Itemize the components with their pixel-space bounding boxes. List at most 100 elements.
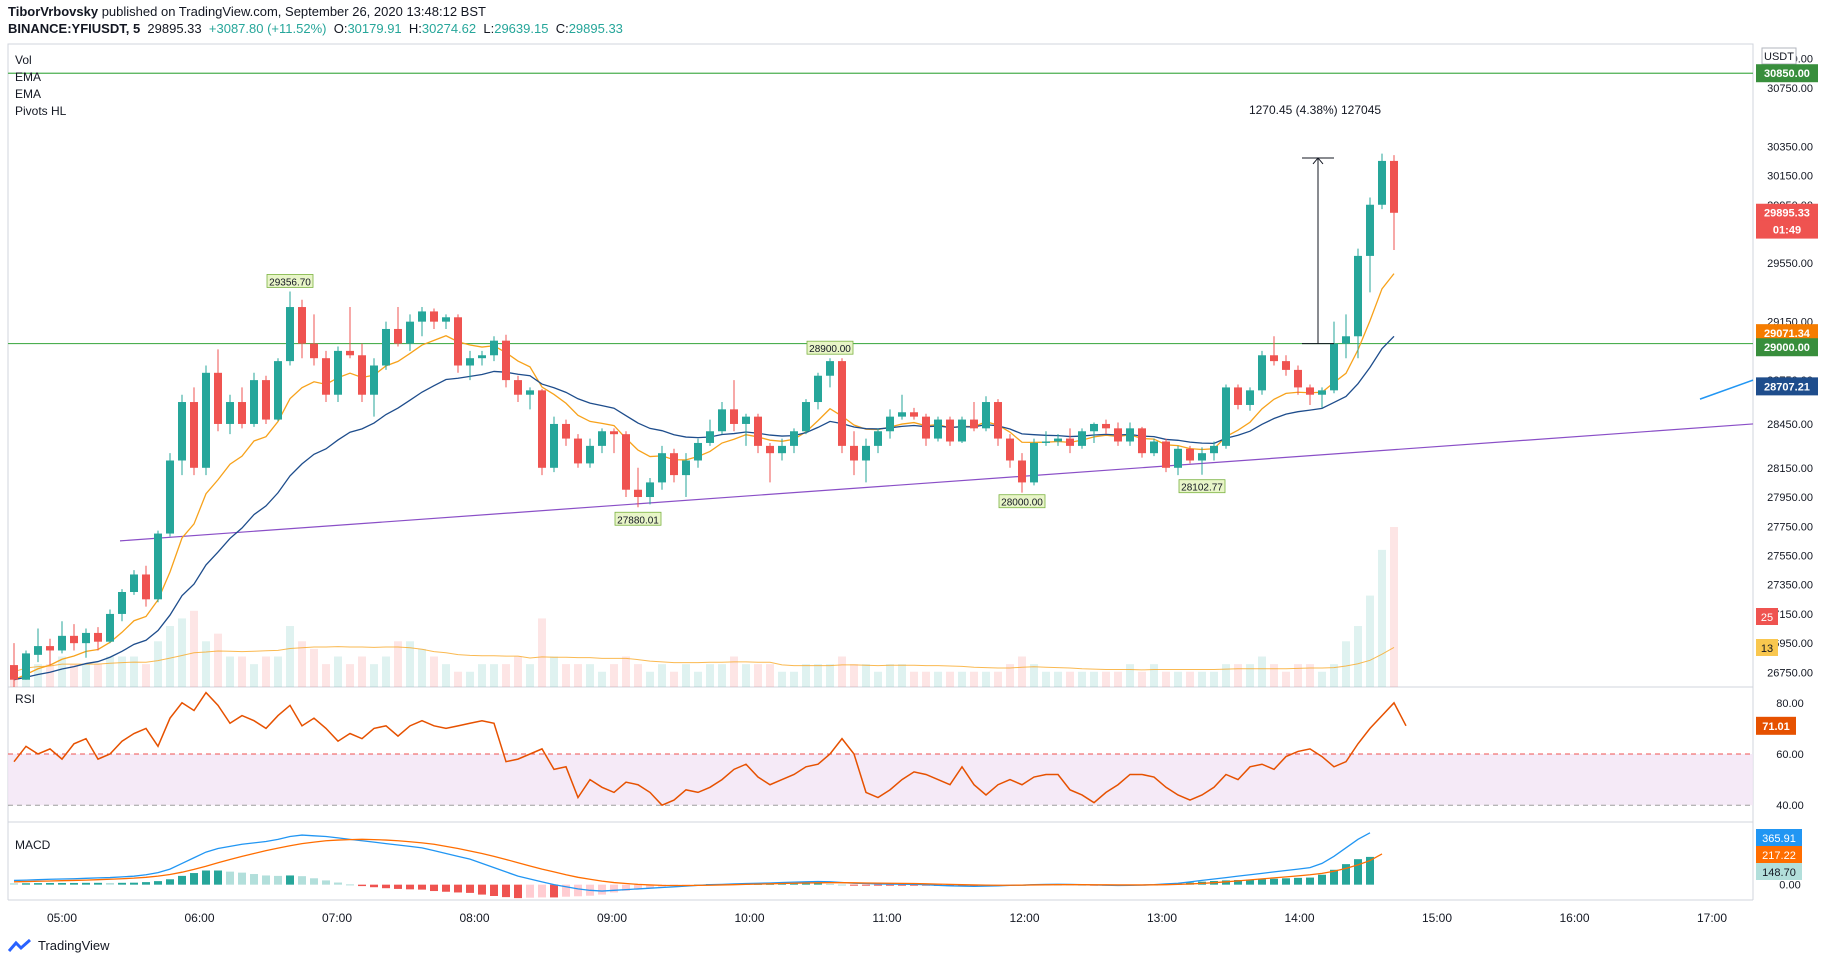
candle (82, 628, 90, 658)
rsi-tick: 40.00 (1776, 800, 1804, 812)
candle-body (1150, 441, 1158, 454)
volume-bar (814, 664, 822, 687)
candle-body (802, 402, 810, 432)
candle-body (874, 431, 882, 446)
published-text: published on TradingView.com, September … (101, 4, 486, 19)
candle (802, 399, 810, 435)
macd-hist-bar (1270, 878, 1278, 885)
volume-bar (802, 664, 810, 687)
macd-hist-bar (82, 882, 90, 885)
volume-bar (1018, 656, 1026, 687)
volume-bar (994, 671, 1002, 687)
macd-hist-bar (154, 881, 162, 885)
candle-body (946, 419, 954, 442)
volume-bar (118, 656, 126, 687)
volume-bar (1354, 626, 1362, 687)
trend-line (119, 423, 1754, 542)
volume-bar (1258, 656, 1266, 687)
support-badge: 29000.00 (1756, 338, 1818, 357)
candle-body (1102, 423, 1110, 429)
volume-bar (394, 641, 402, 687)
macd-hist-bar (286, 875, 294, 885)
price-chart[interactable]: 29356.70 28900.00 27880.01 28000.00 28102.77… (0, 0, 1828, 930)
candle (1210, 441, 1218, 461)
candle-body (586, 445, 594, 464)
candle-body (1294, 369, 1302, 388)
candle (742, 413, 750, 446)
macd-hist-bar (502, 884, 510, 898)
candle (754, 413, 762, 454)
macd-hist-bar (550, 884, 558, 898)
candle (850, 431, 858, 476)
volume-bar (466, 671, 474, 687)
candle-body (1186, 448, 1194, 461)
volume-bar (742, 664, 750, 687)
macd-hist-bar (514, 884, 522, 899)
volume-bar (454, 671, 462, 687)
volume-bar (790, 671, 798, 687)
candle-body (1306, 387, 1314, 395)
candle-body (178, 402, 186, 461)
volume-bar (1318, 671, 1326, 687)
price-tick: 27550.00 (1767, 550, 1813, 562)
macd-hist-bar (418, 884, 426, 890)
footer-brand[interactable]: TradingView (8, 938, 110, 953)
volume-bar (58, 656, 66, 687)
candle (502, 334, 510, 388)
vol-ma-badge-bg (1756, 639, 1778, 656)
macd-hist-bar (874, 884, 882, 886)
legend: Vol EMA EMA Pivots HL RSI MACD (15, 53, 67, 852)
candle-body (202, 372, 210, 468)
pivot-value: 28102.77 (1181, 483, 1223, 494)
candle (622, 431, 630, 498)
candle-body (58, 635, 66, 651)
time-tick: 08:00 (459, 911, 489, 925)
countdown-badge-text: 01:49 (1773, 225, 1801, 237)
candle (646, 478, 654, 505)
rsi-label: RSI (15, 692, 35, 706)
volume-bar (922, 671, 930, 687)
macd-hist-bar (442, 884, 450, 892)
candle-body (1258, 355, 1266, 391)
macd-hist-bar (322, 880, 330, 885)
volume-bar (214, 633, 222, 687)
macd-hist-bar (94, 882, 102, 885)
author-name[interactable]: TiborVrbovsky (8, 4, 99, 19)
candle (790, 428, 798, 454)
macd-hist-bar (598, 884, 606, 895)
macd-hist-bar (574, 884, 582, 897)
candle (970, 402, 978, 432)
macd-hist-bar (622, 884, 630, 891)
last-price-badge: 29895.33 (1756, 203, 1818, 222)
candle-body (250, 380, 258, 424)
rsi-value-bg (1756, 716, 1796, 735)
ema-fast-badge-bg (1756, 324, 1818, 343)
candle (538, 388, 546, 476)
macd-hist-bar (46, 882, 54, 885)
macd-hist-bar (190, 873, 198, 885)
pivot-value: 28900.00 (809, 344, 851, 355)
volume-bar (502, 664, 510, 687)
candle-body (130, 574, 138, 593)
vol-ma-badge-text: 13 (1761, 643, 1773, 655)
close-value: 29895.33 (568, 21, 623, 36)
candle (346, 307, 354, 359)
candle-body (1090, 423, 1098, 432)
candle-body (502, 340, 510, 381)
main-pane[interactable] (7, 43, 1754, 688)
time-tick: 13:00 (1147, 911, 1177, 925)
volume-bar (202, 641, 210, 687)
candle (454, 314, 462, 373)
candle-body (658, 453, 666, 483)
candle (406, 314, 414, 351)
candle-body (910, 412, 918, 417)
candle-body (1126, 428, 1134, 442)
pivot-box (266, 274, 314, 288)
macd-hist-bar (1306, 877, 1314, 885)
macd-hist-bar (58, 882, 66, 885)
candle (1138, 426, 1146, 458)
candle (1354, 248, 1362, 359)
macd-label: MACD (15, 838, 51, 852)
macd-hist-bar (142, 882, 150, 885)
candle-body (994, 402, 1002, 439)
